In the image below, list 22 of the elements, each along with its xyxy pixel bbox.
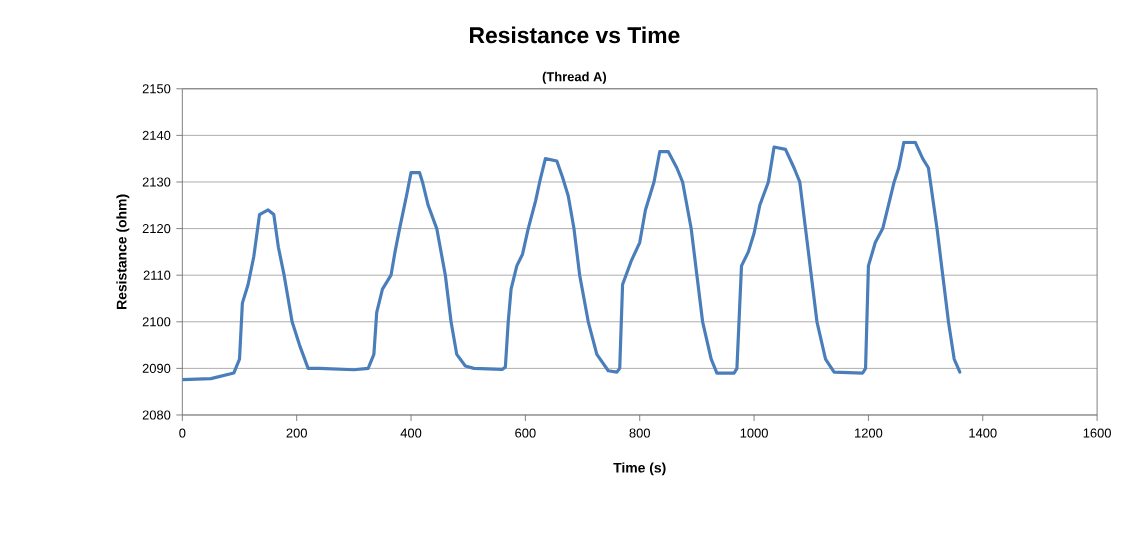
y-tick-label: 2120 (142, 224, 171, 234)
chart-subtitle: (Thread A) (542, 71, 607, 84)
y-tick-label: 2130 (142, 177, 171, 187)
y-tick-label: 2080 (142, 410, 171, 420)
y-tick-label: 2090 (142, 363, 171, 374)
x-tick-label: 400 (400, 428, 422, 438)
x-axis-title: Time (s) (613, 462, 666, 476)
y-tick-label: 2100 (142, 317, 171, 327)
y-axis-title: Resistance (ohm) (116, 194, 130, 310)
x-tick-label: 0 (179, 428, 186, 438)
y-tick-label: 2110 (143, 270, 171, 280)
x-tick-label: 1200 (855, 428, 883, 438)
x-tick-label: 600 (515, 428, 536, 438)
x-tick-label: 800 (629, 428, 650, 438)
x-tick-label: 1000 (740, 428, 768, 438)
y-tick-label: 2140 (142, 130, 171, 141)
x-tick-label: 1400 (969, 428, 997, 438)
y-tick-label: 2150 (142, 84, 171, 94)
chart-title: Resistance vs Time (470, 26, 680, 44)
x-tick-label: 1600 (1083, 428, 1111, 438)
line-series (182, 140, 962, 382)
x-tick-label: 200 (286, 428, 307, 438)
